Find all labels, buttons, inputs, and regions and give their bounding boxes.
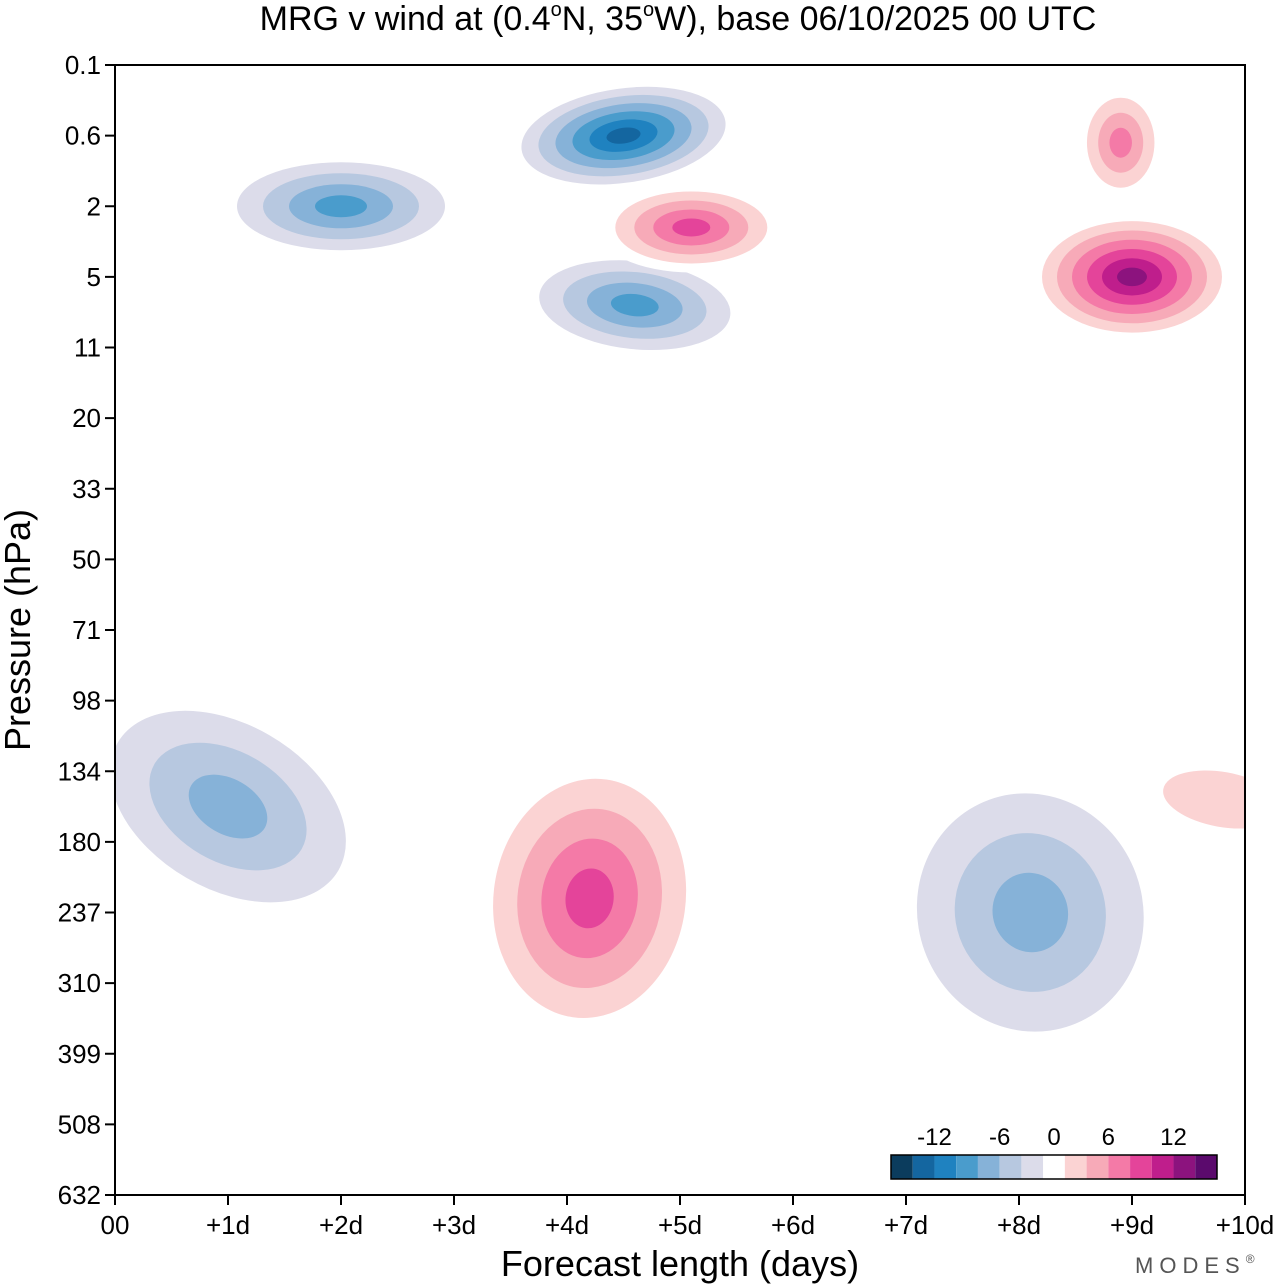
colorbar-swatch	[977, 1155, 1000, 1179]
contour-band	[992, 872, 1069, 953]
colorbar-label: -6	[989, 1124, 1010, 1151]
colorbar-frame	[890, 1154, 1218, 1180]
colorbar-swatch	[1021, 1155, 1044, 1179]
title-lat-suffix: N, 35	[562, 0, 643, 38]
title-lon-suffix: W), base 06/10/2025 00 UTC	[654, 0, 1096, 38]
contour-neg-upper-left	[211, 151, 471, 262]
colorbar-label: 0	[1047, 1124, 1060, 1151]
y-tick-label: 134	[58, 756, 101, 786]
y-tick-label: 0.1	[65, 50, 101, 80]
colorbar-swatch	[1195, 1155, 1217, 1179]
colorbar-label: 6	[1102, 1124, 1115, 1151]
y-tick-label: 50	[72, 544, 101, 574]
contour-band	[565, 868, 614, 929]
colorbar-swatch	[956, 1155, 978, 1179]
x-tick-label: +10d	[1216, 1210, 1275, 1240]
brand-name: MODES	[1135, 1253, 1246, 1278]
contour-pos-troposphere-4d	[468, 748, 711, 1048]
colorbar-swatch	[1130, 1155, 1152, 1179]
title-prefix: MRG v wind at (0.4	[260, 0, 551, 38]
y-tick-label: 33	[72, 474, 101, 504]
colorbar-swatch	[1064, 1155, 1087, 1179]
y-tick-label: 11	[74, 333, 101, 363]
colorbar-label: 12	[1160, 1124, 1187, 1151]
contour-pos-upper-9d	[1075, 82, 1166, 203]
colorbar-swatch	[1043, 1155, 1065, 1179]
x-tick-label: +1d	[206, 1210, 250, 1240]
y-axis: 0.1 0.6 2 5 11 20 33 50 71 98 134 180 237 310 399 508 63…	[58, 50, 115, 1210]
y-tick-label: 98	[72, 686, 101, 716]
degree-mark-lat: o	[551, 0, 562, 21]
x-tick-label: +2d	[319, 1210, 363, 1240]
contour-band	[1117, 267, 1147, 287]
contour-pos-lower-right	[1103, 741, 1245, 858]
contour-band	[1109, 127, 1132, 158]
colorbar-swatch	[934, 1155, 957, 1179]
contour-neg-lower-8d	[879, 753, 1182, 1072]
brand-logo: MODES®	[1135, 1252, 1255, 1278]
colorbar: -12 -6 0 6 12	[890, 1124, 1218, 1180]
y-tick-label: 0.6	[65, 121, 101, 151]
colorbar-swatch	[1086, 1155, 1109, 1179]
y-tick-label: 237	[58, 898, 101, 928]
contour-band	[672, 218, 711, 237]
y-tick-label: 5	[87, 262, 101, 292]
y-axis-label: Pressure (hPa)	[0, 509, 38, 751]
y-tick-label: 310	[58, 968, 101, 998]
contour-neg-mid-stratosphere	[515, 249, 755, 362]
y-tick-label: 20	[72, 403, 101, 433]
x-tick-label: +5d	[658, 1210, 702, 1240]
x-tick-label: +7d	[884, 1210, 928, 1240]
colorbar-swatch	[912, 1155, 935, 1179]
brand-mark: ®	[1246, 1252, 1255, 1266]
contour-neg-core-upper-mid	[504, 78, 743, 193]
x-axis-label: Forecast length (days)	[501, 1243, 859, 1284]
colorbar-swatch	[999, 1155, 1022, 1179]
contour-pos-upper-5d	[596, 182, 787, 273]
contour-band	[610, 293, 659, 317]
contour-field	[115, 65, 1245, 1195]
x-tick-label: +9d	[1110, 1210, 1154, 1240]
contour-band	[315, 195, 367, 218]
y-tick-label: 399	[58, 1039, 101, 1069]
y-tick-label: 632	[58, 1180, 101, 1210]
x-tick-label: +6d	[771, 1210, 815, 1240]
colorbar-label: -12	[917, 1124, 952, 1151]
colorbar-swatch	[1151, 1155, 1174, 1179]
y-tick-label: 508	[58, 1109, 101, 1139]
colorbar-swatch	[891, 1155, 913, 1179]
contour-band	[1163, 770, 1245, 829]
x-tick-label: 00	[101, 1210, 130, 1240]
colorbar-swatch	[1173, 1155, 1196, 1179]
x-tick-label: +8d	[997, 1210, 1041, 1240]
degree-mark-lon: o	[643, 0, 654, 21]
x-tick-label: +3d	[432, 1210, 476, 1240]
y-tick-label: 2	[87, 191, 101, 221]
contour-band	[188, 774, 268, 839]
x-axis: 00 +1d +2d +3d +4d +5d +6d +7d +8d +9d +10d	[101, 1195, 1275, 1240]
y-tick-label: 71	[72, 615, 101, 645]
y-tick-label: 180	[58, 827, 101, 857]
colorbar-swatch	[1108, 1155, 1131, 1179]
contour-pos-core-9d	[1027, 211, 1237, 342]
contour-band	[606, 127, 641, 144]
contour-neg-lower-left	[115, 678, 386, 935]
x-tick-label: +4d	[545, 1210, 589, 1240]
chart-title: MRG v wind at (0.4oN, 35oW), base 06/10/…	[260, 0, 1097, 38]
